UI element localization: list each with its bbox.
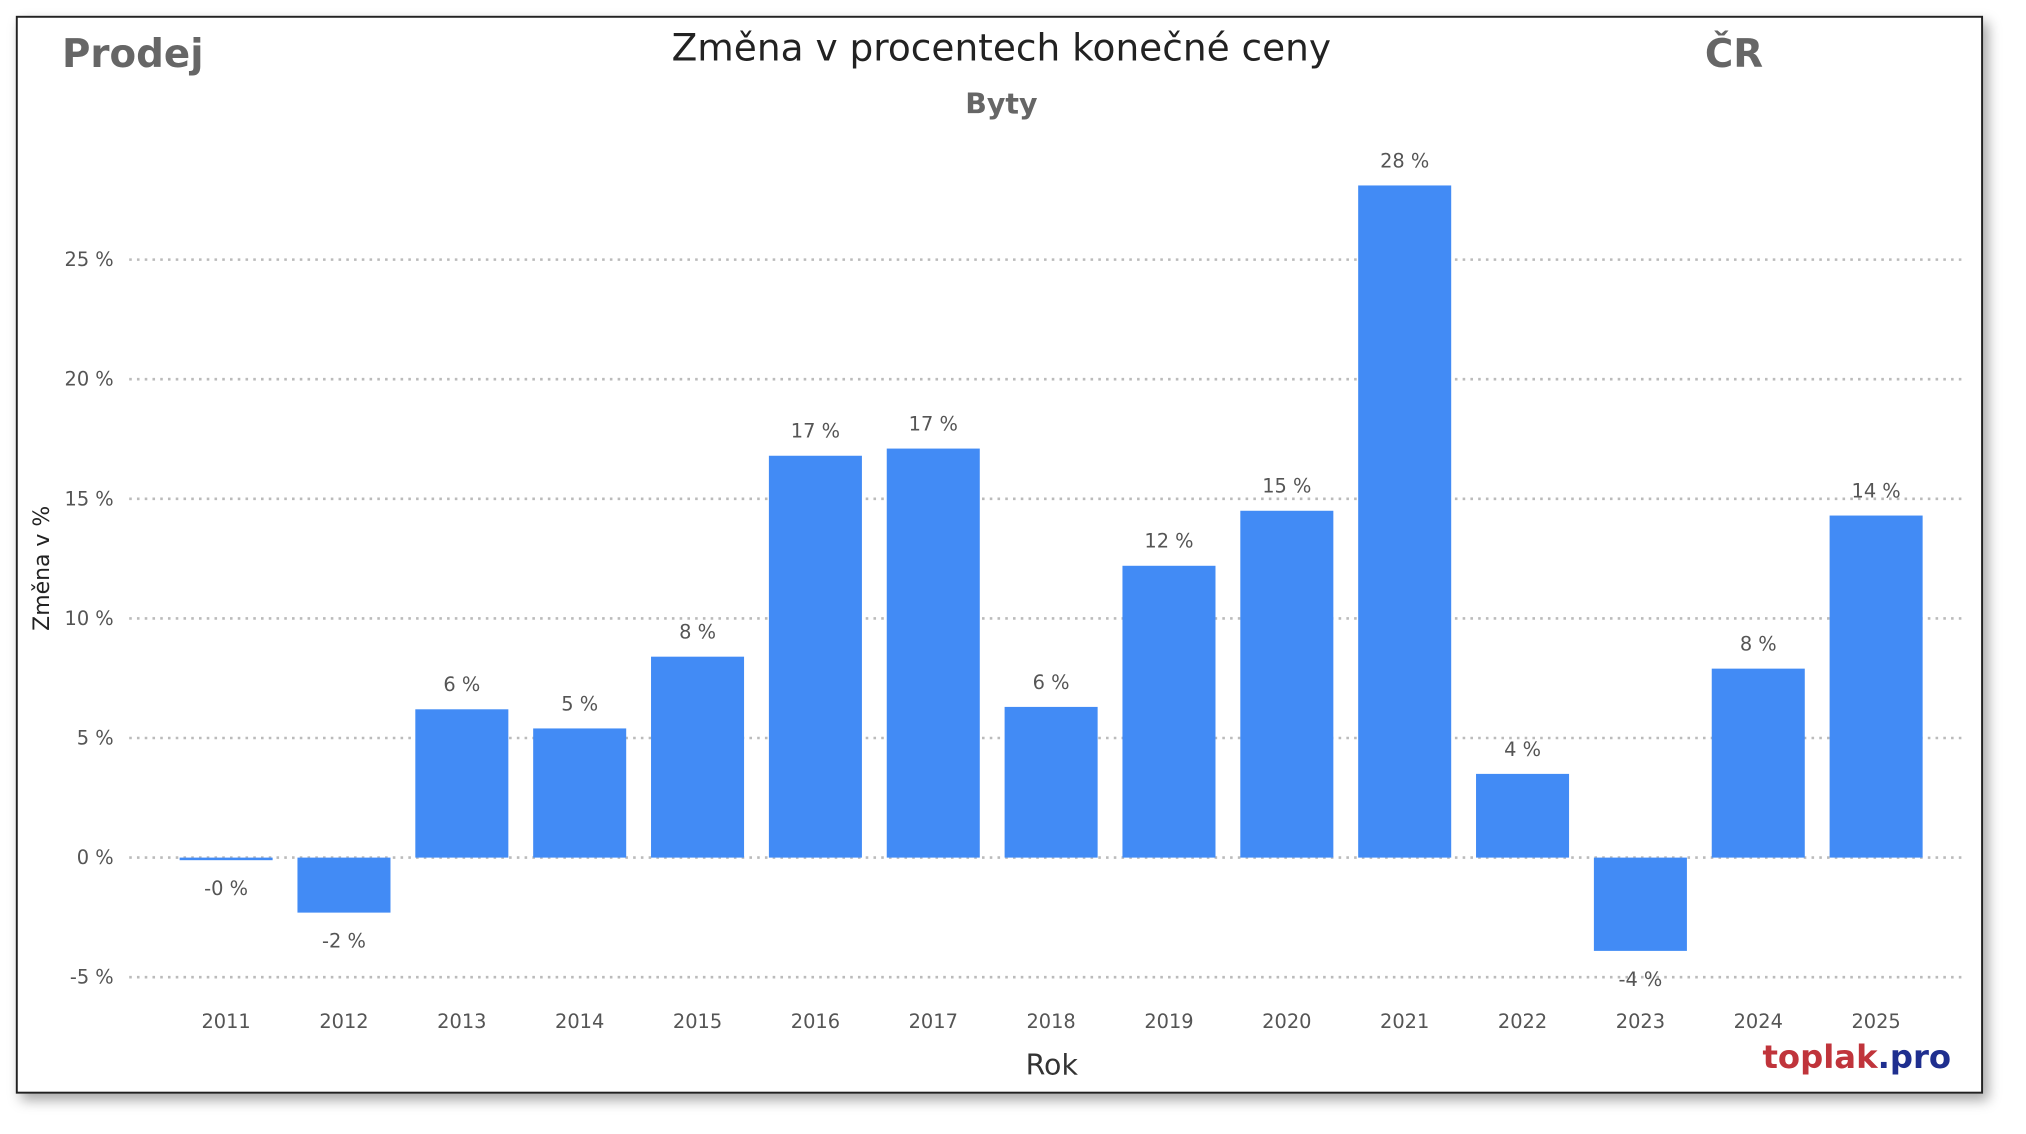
bar-2022 (1476, 773, 1570, 858)
bar-2019 (1122, 565, 1216, 858)
bar-2015 (651, 656, 745, 858)
data-label: 15 % (1262, 475, 1311, 498)
data-label: 8 % (1740, 633, 1777, 656)
chart-subtitle: Byty (965, 88, 1037, 121)
bar-2012 (297, 857, 391, 913)
x-tick-label: 2025 (1851, 1010, 1900, 1033)
watermark-part1: toplak (1763, 1038, 1880, 1076)
x-tick-label: 2014 (555, 1010, 604, 1033)
x-tick-label: 2021 (1380, 1010, 1429, 1033)
x-tick-label: 2024 (1734, 1010, 1783, 1033)
y-tick-label: 0 % (77, 846, 114, 869)
data-label: 5 % (561, 692, 598, 715)
x-tick-label: 2015 (673, 1010, 722, 1033)
data-label: 12 % (1144, 530, 1193, 553)
chart-title: Změna v procentech konečné ceny (672, 26, 1331, 70)
bar-2011 (179, 857, 273, 861)
bar-2020 (1240, 510, 1334, 858)
data-label: 8 % (679, 621, 716, 644)
data-label: -4 % (1618, 968, 1662, 991)
x-tick-label: 2019 (1144, 1010, 1193, 1033)
data-label: 6 % (443, 673, 480, 696)
bar-2017 (886, 448, 980, 858)
data-label: 4 % (1504, 738, 1541, 761)
y-tick-label: 5 % (77, 726, 114, 749)
x-tick-label: 2016 (791, 1010, 840, 1033)
x-tick-label: 2017 (909, 1010, 958, 1033)
watermark-part2: .pro (1878, 1038, 1951, 1076)
x-tick-label: 2018 (1026, 1010, 1075, 1033)
watermark: toplak.pro (1763, 1038, 1952, 1076)
y-axis-title: Změna v % (30, 506, 55, 631)
bar-2018 (1004, 706, 1098, 858)
x-tick-label: 2012 (319, 1010, 368, 1033)
data-label: 17 % (791, 420, 840, 443)
data-label: 17 % (909, 412, 958, 435)
y-tick-label: 15 % (65, 487, 114, 510)
bar-2021 (1358, 185, 1452, 858)
chart-frame (15, 15, 1984, 1094)
bar-2023 (1593, 857, 1687, 951)
y-tick-label: 10 % (65, 607, 114, 630)
data-label: -2 % (322, 929, 366, 952)
data-label: -0 % (204, 877, 248, 900)
x-tick-label: 2011 (201, 1010, 250, 1033)
bar-2024 (1711, 668, 1805, 858)
x-tick-label: 2013 (437, 1010, 486, 1033)
data-label: 14 % (1852, 479, 1901, 502)
bar-2014 (533, 728, 627, 858)
left-label: Prodej (62, 32, 203, 77)
x-axis-title: Rok (1026, 1049, 1079, 1082)
data-label: 28 % (1380, 149, 1429, 172)
right-label: ČR (1705, 30, 1763, 77)
y-tick-label: 20 % (65, 368, 114, 391)
y-tick-label: 25 % (65, 248, 114, 271)
x-tick-label: 2023 (1616, 1010, 1665, 1033)
y-tick-label: -5 % (70, 966, 114, 989)
x-tick-label: 2020 (1262, 1010, 1311, 1033)
data-label: 6 % (1033, 671, 1070, 694)
bar-2016 (768, 455, 862, 858)
bar-2025 (1829, 515, 1923, 858)
x-tick-label: 2022 (1498, 1010, 1547, 1033)
bar-2013 (415, 709, 509, 858)
